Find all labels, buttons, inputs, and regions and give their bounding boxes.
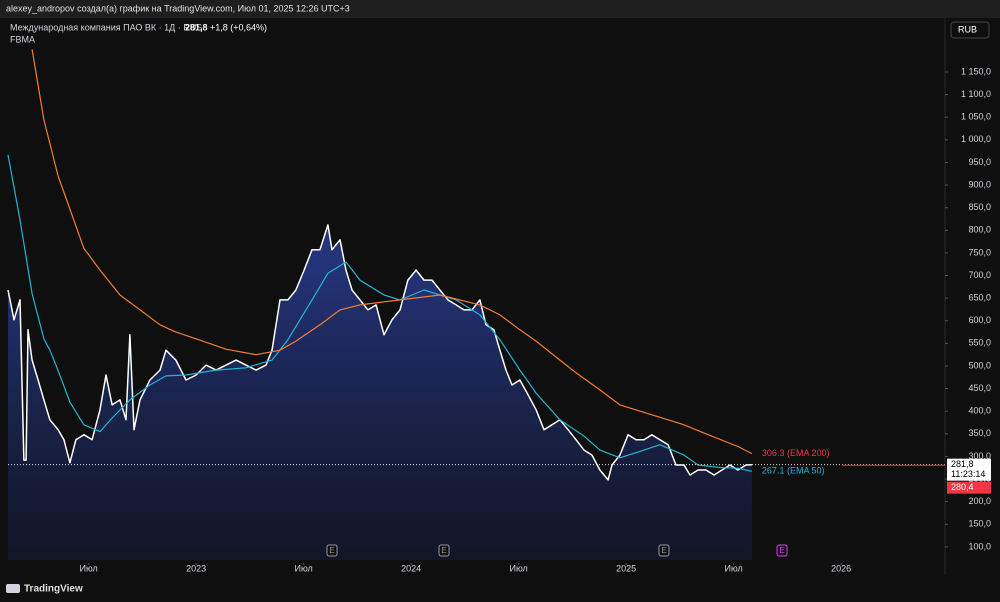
x-tick-label: 2026 <box>831 563 851 573</box>
price-label-box <box>947 481 991 494</box>
x-tick-label: 2023 <box>186 563 206 573</box>
ema-end-label: 306.3 (EMA 200) <box>762 448 830 458</box>
x-tick-label: 2024 <box>401 563 421 573</box>
y-tick-label: 500,0 <box>968 360 991 370</box>
symbol: Международная компания ПАО ВК · 1Д · RUS <box>10 22 202 32</box>
event-label: E <box>661 546 666 555</box>
x-tick-label: Июл <box>725 563 743 573</box>
price-line <box>7 224 752 481</box>
price-area <box>8 224 752 560</box>
price-label: 281,8 <box>951 459 974 469</box>
currency-button[interactable] <box>950 21 990 39</box>
ema-line <box>7 154 753 472</box>
y-tick-label: 950,0 <box>968 157 991 167</box>
currency[interactable]: RUB <box>958 24 977 34</box>
y-tick-label: 750,0 <box>968 247 991 257</box>
y-tick-label: 1 150,0 <box>961 66 991 76</box>
y-tick-label: 600,0 <box>968 315 991 325</box>
author-line: alexey_andropov создал(а) график на Trad… <box>6 3 350 13</box>
event-marker <box>658 544 670 557</box>
y-tick-label: 350,0 <box>968 428 991 438</box>
y-tick-label: 700,0 <box>968 270 991 280</box>
x-tick-label: 2025 <box>616 563 636 573</box>
y-tick-label: 300,0 <box>968 451 991 461</box>
top-bar <box>0 0 1000 18</box>
y-tick-label: 1 000,0 <box>961 134 991 144</box>
y-tick-label: 450,0 <box>968 383 991 393</box>
y-tick-label: 650,0 <box>968 293 991 303</box>
y-tick-label: 150,0 <box>968 519 991 529</box>
indicator: FBMA <box>10 34 35 44</box>
event-label: E <box>441 546 446 555</box>
event-marker <box>326 544 338 557</box>
y-tick-label: 200,0 <box>968 496 991 506</box>
last-price: 281,8 <box>185 22 208 32</box>
y-tick-label: 1 100,0 <box>961 89 991 99</box>
y-tick-label: 100,0 <box>968 541 991 551</box>
x-tick-label: Июл <box>294 563 312 573</box>
y-tick-label: 800,0 <box>968 225 991 235</box>
event-marker <box>438 544 450 557</box>
y-tick-label: 1 050,0 <box>961 112 991 122</box>
y-tick-label: 850,0 <box>968 202 991 212</box>
x-tick-label: Июл <box>510 563 528 573</box>
event-label: E <box>779 546 784 555</box>
price-label-box <box>947 458 991 481</box>
x-tick-label: Июл <box>79 563 97 573</box>
ema-end-label: 267.1 (EMA 50) <box>762 466 825 476</box>
y-tick-label: 550,0 <box>968 338 991 348</box>
event-label: E <box>329 546 334 555</box>
ema-line <box>31 49 753 455</box>
price-label: 280,4 <box>951 482 974 492</box>
brand: TradingView <box>24 584 83 595</box>
y-tick-label: 900,0 <box>968 179 991 189</box>
y-tick-label: 400,0 <box>968 406 991 416</box>
brand-logo <box>6 584 20 593</box>
change: +1,8 (+0,64%) <box>210 22 267 32</box>
event-marker <box>776 544 788 557</box>
price-time: 11:23:14 <box>951 469 985 479</box>
